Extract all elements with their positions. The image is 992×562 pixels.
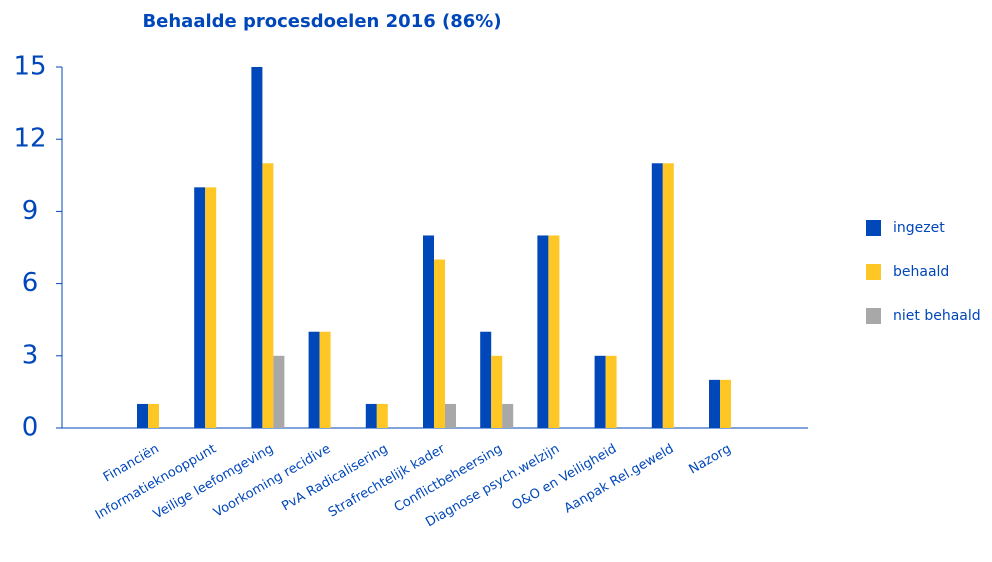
bar <box>137 403 148 428</box>
bar <box>376 403 388 428</box>
bar <box>502 403 514 428</box>
bar <box>480 331 492 428</box>
bar <box>365 403 377 428</box>
bar <box>205 187 217 428</box>
bar <box>423 235 434 428</box>
x-tick-label: Nazorg <box>687 442 734 478</box>
bar <box>251 67 263 428</box>
legend-label: niet behaald <box>893 308 981 324</box>
legend-swatch <box>866 220 881 236</box>
y-tick-label: 9 <box>22 196 39 226</box>
y-tick-label: 0 <box>22 413 39 443</box>
legend-label: ingezet <box>893 220 945 236</box>
bar <box>594 355 606 428</box>
bar <box>651 163 663 428</box>
bar <box>491 355 503 428</box>
bar <box>537 235 549 428</box>
bar <box>308 331 320 428</box>
legend-swatch <box>866 264 881 280</box>
bar <box>319 331 331 428</box>
bar <box>262 163 274 428</box>
legend-swatch <box>866 308 881 324</box>
bar <box>662 163 674 428</box>
chart-title: Behaalde procesdoelen 2016 (86%) <box>142 11 501 32</box>
bar <box>434 259 445 428</box>
bar <box>605 355 617 428</box>
bar <box>709 379 720 428</box>
y-tick-label: 15 <box>13 52 46 82</box>
legend-label: behaald <box>893 264 949 280</box>
bar <box>548 235 560 428</box>
y-tick-label: 12 <box>13 124 46 154</box>
bar <box>148 403 159 428</box>
bar <box>273 355 285 428</box>
bar <box>720 379 731 428</box>
bar <box>194 187 206 428</box>
y-tick-label: 3 <box>22 340 39 370</box>
x-tick-label: Aanpak Rel.geweld <box>562 442 677 517</box>
bar <box>445 403 456 428</box>
y-tick-label: 6 <box>22 268 39 298</box>
